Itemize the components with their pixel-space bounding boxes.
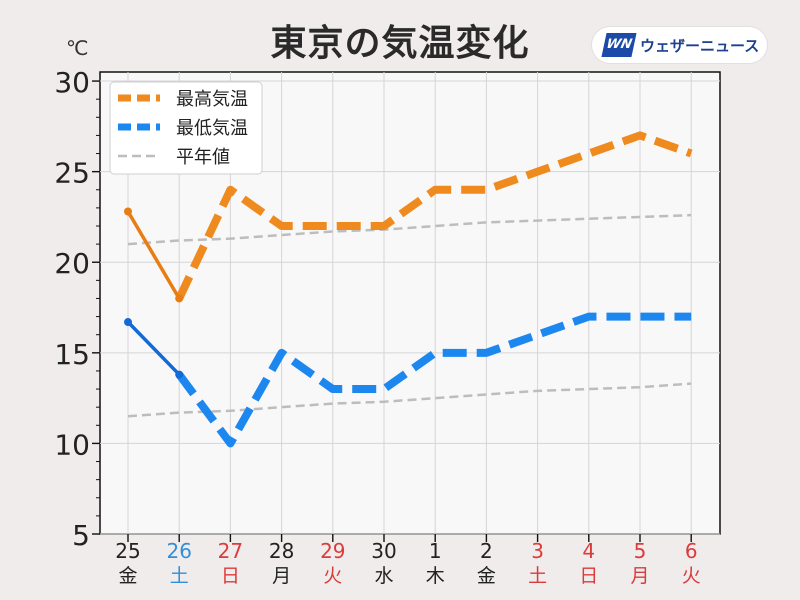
legend-label: 最高気温 (176, 89, 248, 110)
x-day-label: 4 (582, 539, 595, 563)
x-weekday-label: 土 (170, 565, 189, 587)
min-temp-forecast-line (175, 312, 692, 448)
x-weekday-label: 土 (528, 565, 547, 587)
max-temp-forecast-line (175, 131, 693, 301)
y-axis-unit: ℃ (66, 36, 89, 60)
legend-box (109, 81, 263, 175)
max-temp-observed-line (126, 210, 181, 300)
legend-label: 最低気温 (176, 118, 248, 139)
legend-label: 平年値 (176, 147, 230, 168)
min-temp-observed-line (126, 320, 181, 376)
max-temp-observed-point (175, 294, 184, 303)
normal-temperature-line (127, 382, 692, 418)
brand-name: ウェザーニュース (640, 37, 760, 55)
x-weekday-label: 日 (221, 565, 240, 587)
x-weekday-label: 木 (426, 565, 445, 587)
x-day-label: 27 (218, 539, 243, 563)
x-day-label: 26 (166, 539, 191, 563)
x-weekday-label: 水 (374, 565, 393, 587)
y-tick-label: 15 (54, 338, 90, 371)
x-day-label: 2 (480, 539, 493, 563)
y-axis: 5 10 15 20 25 30 (54, 66, 100, 552)
min-temp-observed-point (175, 370, 184, 379)
x-weekday-label: 月 (272, 565, 291, 587)
x-weekday-label: 火 (682, 565, 701, 587)
min-temp-observed-point (124, 318, 132, 327)
chart-title: 東京の気温変化 (270, 23, 530, 64)
y-tick-label: 30 (54, 66, 90, 99)
y-tick-label: 20 (54, 247, 90, 280)
x-day-label: 5 (634, 539, 647, 563)
x-weekday-label: 月 (630, 565, 649, 587)
x-weekday-label: 金 (118, 565, 137, 587)
x-day-label: 25 (115, 539, 140, 563)
x-day-label: 3 (531, 539, 544, 563)
x-day-label: 29 (320, 539, 345, 563)
brand-badge: WN ウェザーニュース (592, 27, 767, 63)
x-weekday-label: 金 (477, 565, 496, 587)
normal-temperature-line (127, 213, 692, 246)
x-day-label: 30 (371, 539, 396, 563)
x-weekday-label: 日 (579, 565, 598, 587)
x-day-label: 28 (269, 539, 294, 563)
x-day-label: 1 (429, 539, 442, 563)
x-weekday-label: 火 (323, 565, 342, 587)
max-temp-observed-point (124, 207, 132, 216)
y-tick-label: 5 (72, 519, 90, 552)
series-lines (124, 131, 693, 448)
y-tick-label: 25 (54, 157, 90, 190)
y-tick-label: 10 (54, 428, 90, 461)
x-day-label: 6 (685, 539, 698, 563)
